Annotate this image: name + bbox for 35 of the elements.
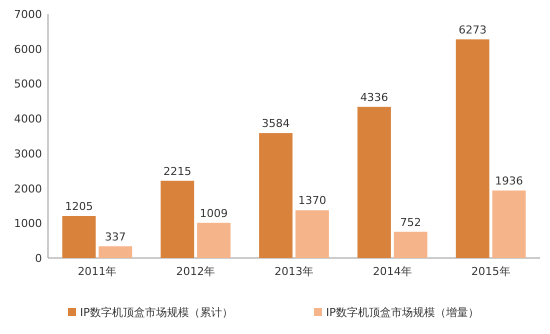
x-tick-label: 2015年 [471, 265, 510, 278]
data-label: 337 [104, 230, 126, 244]
bar [62, 216, 96, 258]
y-tick-label: 6000 [14, 42, 42, 56]
bar [259, 133, 293, 258]
x-tick-label: 2014年 [372, 265, 412, 278]
y-tick-label: 7000 [14, 8, 42, 21]
legend-label: IP数字机顶盒市场规模（累计） [80, 306, 233, 319]
x-tick-label: 2011年 [78, 265, 117, 278]
y-tick-label: 3000 [14, 147, 42, 160]
bar [394, 232, 428, 258]
y-tick-label: 2000 [14, 182, 42, 196]
bar [492, 190, 526, 258]
data-label: 6273 [458, 23, 487, 36]
x-tick-label: 2013年 [274, 265, 314, 278]
legend-label: IP数字机顶盒市场规模（增量） [326, 306, 479, 319]
bar [357, 106, 391, 258]
bar [160, 180, 194, 258]
y-tick-label: 5000 [14, 78, 42, 91]
bar [295, 210, 329, 258]
data-label: 2215 [163, 164, 192, 178]
data-label: 1205 [64, 200, 93, 213]
data-label: 4336 [360, 90, 388, 104]
data-label: 1370 [298, 194, 326, 208]
bar [456, 39, 490, 258]
data-label: 752 [400, 216, 422, 229]
y-tick-label: 0 [35, 252, 42, 265]
bar [197, 222, 231, 258]
data-label: 1936 [495, 174, 524, 188]
x-tick-label: 2012年 [176, 265, 216, 278]
bar [98, 246, 132, 258]
data-label: 3584 [262, 117, 290, 130]
y-tick-label: 4000 [14, 112, 42, 126]
y-tick-label: 1000 [14, 217, 42, 230]
data-label: 1009 [200, 206, 228, 220]
